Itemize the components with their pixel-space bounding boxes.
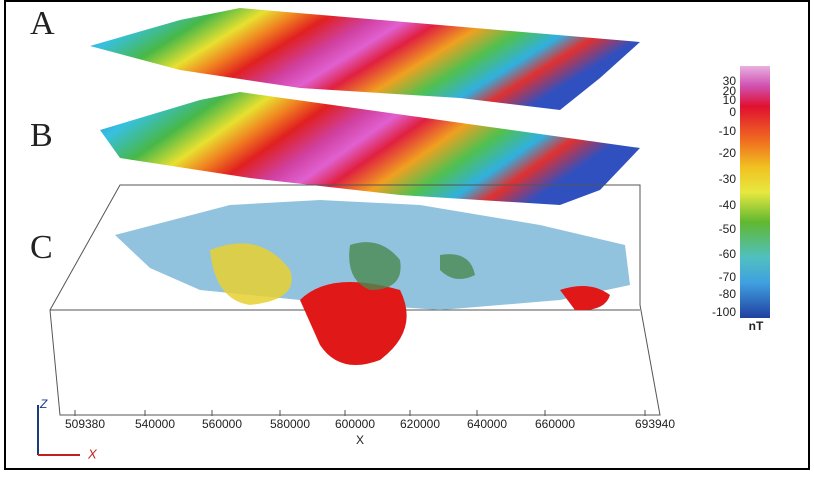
x-tick-label: 640000 bbox=[467, 417, 507, 431]
colorbar-label: -50 bbox=[719, 222, 737, 236]
surface bbox=[100, 92, 640, 205]
colorbar-label: -80 bbox=[719, 287, 737, 301]
colorbar-label: -70 bbox=[719, 270, 737, 284]
colorbar-label: 20 bbox=[723, 84, 737, 98]
colorbar-label: -20 bbox=[719, 146, 737, 160]
colorbar-label: 10 bbox=[723, 93, 737, 107]
label: C bbox=[30, 229, 53, 266]
x-tick-label: 509380 bbox=[65, 417, 105, 431]
x-tick-label: 620000 bbox=[400, 417, 440, 431]
colorbar-label: -60 bbox=[719, 247, 737, 261]
x-tick-label: 600000 bbox=[335, 417, 375, 431]
anomaly-body bbox=[440, 254, 475, 279]
surface bbox=[90, 8, 640, 110]
anomaly-body bbox=[560, 286, 610, 311]
anomaly-body bbox=[349, 242, 401, 290]
label: nT bbox=[749, 319, 764, 333]
label: A bbox=[30, 5, 55, 42]
colorbar-label: -100 bbox=[712, 305, 736, 319]
shape bbox=[740, 66, 770, 318]
label: X bbox=[87, 446, 98, 461]
colorbar-label: -40 bbox=[719, 198, 737, 212]
colorbar-label: 0 bbox=[729, 105, 736, 119]
x-tick-label: 580000 bbox=[270, 417, 310, 431]
colorbar-label: -10 bbox=[719, 124, 737, 138]
x-tick-label: 540000 bbox=[135, 417, 175, 431]
label: B bbox=[30, 117, 53, 154]
colorbar-label: -30 bbox=[719, 172, 737, 186]
x-tick-label: 660000 bbox=[535, 417, 575, 431]
label: Z bbox=[39, 397, 48, 411]
x-tick-label: 693940 bbox=[635, 417, 675, 431]
surface bbox=[49, 184, 661, 416]
x-tick-label: 560000 bbox=[202, 417, 242, 431]
label: X bbox=[356, 433, 364, 447]
group bbox=[37, 405, 80, 456]
anomaly-body bbox=[210, 243, 292, 305]
anomaly-body bbox=[300, 282, 407, 365]
colorbar-label: 30 bbox=[723, 74, 737, 88]
